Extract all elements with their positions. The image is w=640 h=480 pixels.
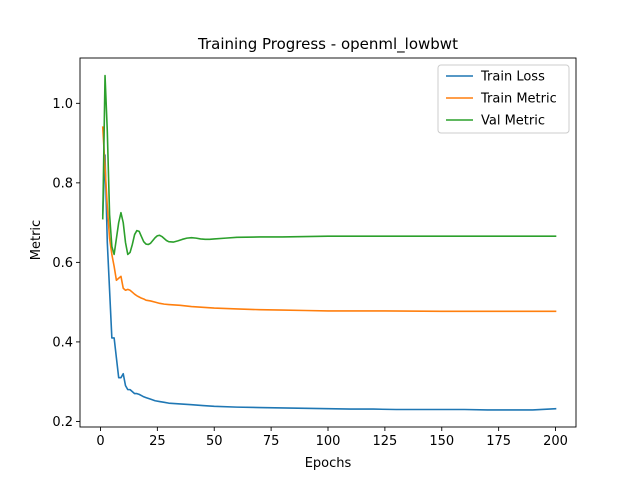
series-line-2: [101, 74, 557, 256]
legend-box: [437, 64, 570, 134]
x-tick-label: 75: [263, 434, 280, 449]
x-tick-label: 175: [486, 434, 511, 449]
x-tick-label: 25: [149, 434, 166, 449]
x-tick-label: 125: [372, 434, 397, 449]
y-tick-label: 0.8: [52, 176, 73, 191]
y-axis-label: Metric: [29, 220, 44, 260]
legend-label-0: Train Loss: [480, 70, 545, 85]
axes: 0 25 50 75 100 125 150 175 200 0.2 0.4 0.6 0.8 1.0: [52, 57, 577, 449]
series-line-1: [101, 126, 557, 313]
y-tick-label: 0.6: [52, 256, 73, 271]
x-tick-label: 50: [206, 434, 223, 449]
legend-label-1: Train Metric: [480, 92, 557, 107]
y-tick-label: 1.0: [52, 97, 73, 112]
x-tick-label: 150: [429, 434, 454, 449]
x-tick-label: 100: [316, 434, 341, 449]
series-line-0: [101, 154, 557, 411]
y-tick-label: 0.4: [52, 335, 73, 350]
y-tick-label: 0.2: [52, 415, 73, 430]
x-tick-label: 200: [543, 434, 568, 449]
legend-label-2: Val Metric: [481, 114, 545, 129]
x-tick-label: 0: [96, 434, 104, 449]
chart-title: Training Progress - openml_lowbwt: [197, 35, 458, 54]
legend: Train Loss Train Metric Val Metric: [437, 64, 570, 134]
x-axis-label: Epochs: [305, 456, 352, 471]
plot-area: [101, 74, 557, 411]
